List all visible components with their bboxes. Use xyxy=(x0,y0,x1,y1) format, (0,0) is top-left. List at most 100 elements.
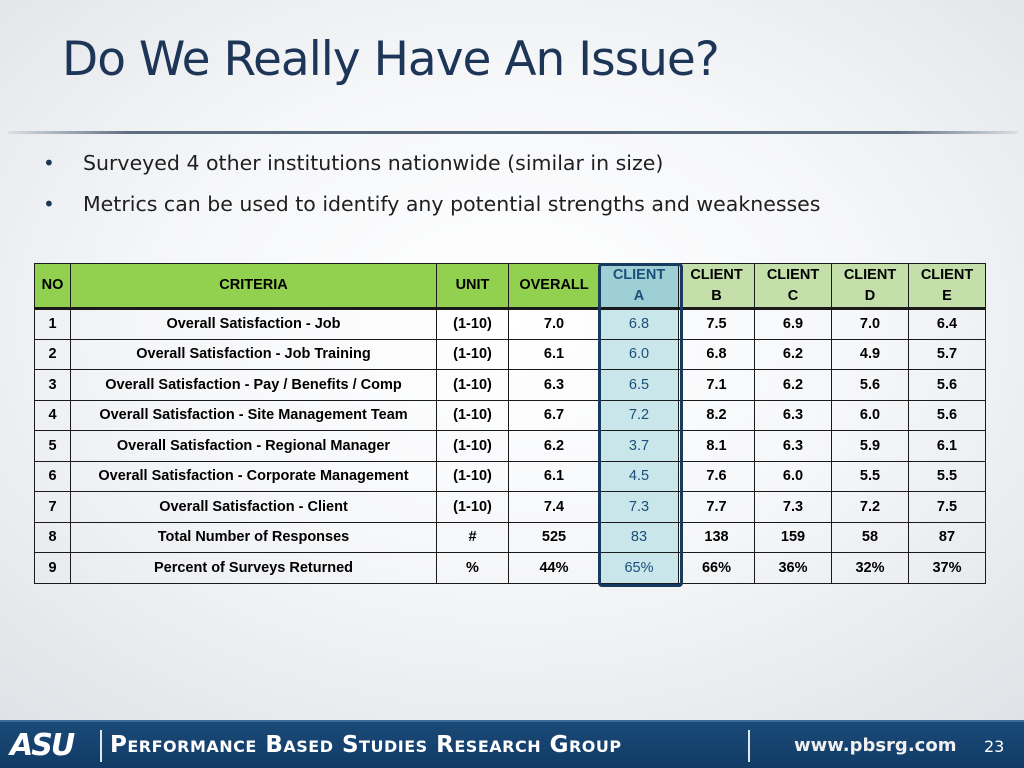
cell-client-e: 5.7 xyxy=(908,338,986,370)
header-criteria: CRITERIA xyxy=(70,263,437,310)
cell-client-e: 5.6 xyxy=(908,369,986,401)
cell-criteria: Overall Satisfaction - Job Training xyxy=(70,338,437,370)
cell-unit: (1-10) xyxy=(436,430,509,462)
cell-unit: (1-10) xyxy=(436,369,509,401)
cell-client-d: 7.0 xyxy=(831,308,909,340)
website-link[interactable]: www.pbsrg.com xyxy=(794,735,957,756)
cell-client-d: 5.5 xyxy=(831,460,909,492)
cell-client-b: 7.1 xyxy=(678,369,755,401)
bullet-text: Metrics can be used to identify any pote… xyxy=(83,192,821,216)
cell-client-d: 32% xyxy=(831,552,909,584)
footer-divider xyxy=(748,730,750,762)
cell-client-e: 5.5 xyxy=(908,460,986,492)
cell-overall: 7.4 xyxy=(508,491,600,523)
header-client-a: CLIENT A xyxy=(599,263,679,310)
footer-bar: ASU Performance Based Studies Research G… xyxy=(0,720,1024,768)
cell-client-a: 83 xyxy=(599,521,679,553)
cell-criteria: Total Number of Responses xyxy=(70,521,437,553)
cell-criteria: Overall Satisfaction - Corporate Managem… xyxy=(70,460,437,492)
slide-title: Do We Really Have An Issue? xyxy=(62,32,720,87)
cell-criteria: Overall Satisfaction - Job xyxy=(70,308,437,340)
footer-divider xyxy=(100,730,102,762)
cell-overall: 525 xyxy=(508,521,600,553)
header-unit: UNIT xyxy=(436,263,509,310)
cell-client-b: 138 xyxy=(678,521,755,553)
cell-unit: # xyxy=(436,521,509,553)
cell-client-e: 6.1 xyxy=(908,430,986,462)
cell-overall: 7.0 xyxy=(508,308,600,340)
cell-client-a: 7.3 xyxy=(599,491,679,523)
org-name: Performance Based Studies Research Group xyxy=(110,732,622,758)
cell-overall: 44% xyxy=(508,552,600,584)
cell-overall: 6.2 xyxy=(508,430,600,462)
cell-client-c: 6.3 xyxy=(754,399,832,431)
table-row: 8 Total Number of Responses # 525 83 138… xyxy=(34,521,986,553)
cell-no: 6 xyxy=(34,460,71,492)
cell-client-c: 6.0 xyxy=(754,460,832,492)
cell-overall: 6.7 xyxy=(508,399,600,431)
cell-client-e: 87 xyxy=(908,521,986,553)
cell-no: 1 xyxy=(34,308,71,340)
cell-overall: 6.1 xyxy=(508,460,600,492)
cell-client-b: 8.2 xyxy=(678,399,755,431)
cell-unit: (1-10) xyxy=(436,491,509,523)
bullet-dot-icon: • xyxy=(43,151,55,175)
cell-client-b: 66% xyxy=(678,552,755,584)
cell-criteria: Overall Satisfaction - Pay / Benefits / … xyxy=(70,369,437,401)
cell-criteria: Overall Satisfaction - Site Management T… xyxy=(70,399,437,431)
cell-no: 7 xyxy=(34,491,71,523)
cell-client-d: 7.2 xyxy=(831,491,909,523)
header-client-c: CLIENT C xyxy=(754,263,832,310)
cell-client-c: 36% xyxy=(754,552,832,584)
table-row: 2 Overall Satisfaction - Job Training (1… xyxy=(34,338,986,370)
bullet-text: Surveyed 4 other institutions nationwide… xyxy=(83,151,664,175)
cell-client-a: 6.0 xyxy=(599,338,679,370)
cell-client-b: 7.6 xyxy=(678,460,755,492)
asu-logo: ASU xyxy=(10,728,75,763)
table-row: 5 Overall Satisfaction - Regional Manage… xyxy=(34,430,986,462)
page-number: 23 xyxy=(984,737,1005,756)
cell-client-c: 7.3 xyxy=(754,491,832,523)
cell-client-e: 6.4 xyxy=(908,308,986,340)
bullet-dot-icon: • xyxy=(43,192,55,216)
header-overall: OVERALL xyxy=(508,263,600,310)
table-row: 1 Overall Satisfaction - Job (1-10) 7.0 … xyxy=(34,308,986,340)
cell-client-c: 159 xyxy=(754,521,832,553)
table-row: 3 Overall Satisfaction - Pay / Benefits … xyxy=(34,369,986,401)
header-client-b: CLIENT B xyxy=(678,263,755,310)
cell-client-c: 6.3 xyxy=(754,430,832,462)
cell-unit: (1-10) xyxy=(436,460,509,492)
cell-client-d: 6.0 xyxy=(831,399,909,431)
cell-no: 4 xyxy=(34,399,71,431)
header-no: NO xyxy=(34,263,71,310)
cell-client-c: 6.2 xyxy=(754,369,832,401)
cell-client-b: 8.1 xyxy=(678,430,755,462)
cell-unit: % xyxy=(436,552,509,584)
cell-unit: (1-10) xyxy=(436,338,509,370)
cell-client-d: 5.9 xyxy=(831,430,909,462)
cell-client-a: 6.8 xyxy=(599,308,679,340)
cell-client-a: 6.5 xyxy=(599,369,679,401)
cell-criteria: Percent of Surveys Returned xyxy=(70,552,437,584)
cell-client-e: 5.6 xyxy=(908,399,986,431)
title-divider xyxy=(8,131,1018,134)
cell-no: 2 xyxy=(34,338,71,370)
cell-no: 9 xyxy=(34,552,71,584)
bullet-list: • Surveyed 4 other institutions nationwi… xyxy=(40,148,820,230)
cell-no: 8 xyxy=(34,521,71,553)
cell-overall: 6.1 xyxy=(508,338,600,370)
header-client-e: CLIENT E xyxy=(908,263,986,310)
cell-criteria: Overall Satisfaction - Regional Manager xyxy=(70,430,437,462)
cell-client-a: 3.7 xyxy=(599,430,679,462)
cell-unit: (1-10) xyxy=(436,399,509,431)
cell-no: 3 xyxy=(34,369,71,401)
cell-client-e: 7.5 xyxy=(908,491,986,523)
cell-client-b: 6.8 xyxy=(678,338,755,370)
table-row: 6 Overall Satisfaction - Corporate Manag… xyxy=(34,460,986,492)
header-client-d: CLIENT D xyxy=(831,263,909,310)
cell-client-a: 65% xyxy=(599,552,679,584)
cell-client-b: 7.7 xyxy=(678,491,755,523)
cell-client-c: 6.9 xyxy=(754,308,832,340)
cell-client-a: 4.5 xyxy=(599,460,679,492)
table-header-row: NO CRITERIA UNIT OVERALL CLIENT A CLIENT B… xyxy=(34,263,986,310)
